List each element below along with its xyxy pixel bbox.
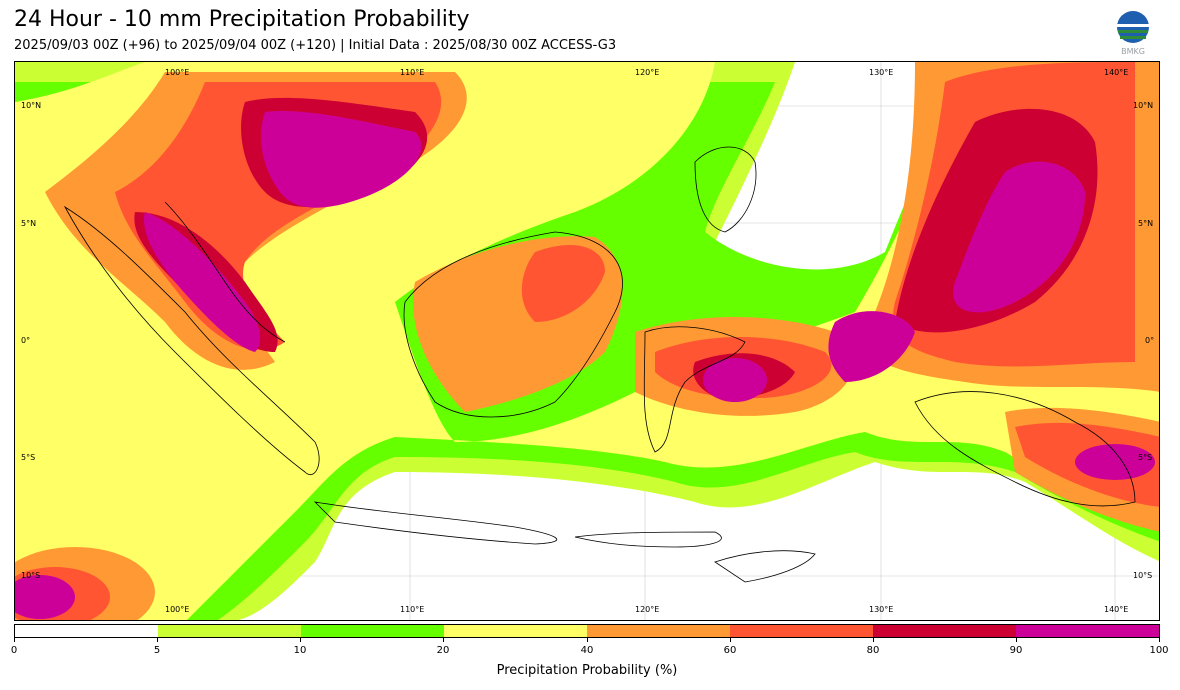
colorbar-tick-label: 20 xyxy=(436,645,450,656)
lon-label-top: 140°E xyxy=(1104,68,1129,77)
colorbar-segment xyxy=(1016,625,1159,637)
lon-label-bottom: 130°E xyxy=(869,605,894,614)
colorbar-tick xyxy=(1016,638,1017,642)
colorbar-segment xyxy=(301,625,444,637)
colorbar-tick xyxy=(730,638,731,642)
lat-label-left: 5°S xyxy=(21,453,36,462)
colorbar-segment xyxy=(158,625,301,637)
lat-label-right: 10°N xyxy=(1133,101,1154,110)
lat-label-left: 10°N xyxy=(21,101,42,110)
colorbar-tick xyxy=(157,638,158,642)
colorbar-tick xyxy=(300,638,301,642)
lat-label-right: 0° xyxy=(1145,336,1155,345)
lon-label-top: 130°E xyxy=(869,68,894,77)
colorbar-segment xyxy=(587,625,730,637)
lon-label-bottom: 140°E xyxy=(1104,605,1129,614)
lat-label-right: 5°S xyxy=(1138,453,1153,462)
colorbar-tick-label: 80 xyxy=(866,645,880,656)
colorbar xyxy=(14,624,1160,638)
precipitation-map: 100°E 110°E 120°E 130°E 140°E 100°E 110°… xyxy=(14,61,1160,621)
colorbar-segment xyxy=(444,625,587,637)
colorbar-tick-label: 40 xyxy=(580,645,594,656)
lon-label-top: 100°E xyxy=(165,68,190,77)
lat-label-right: 5°N xyxy=(1138,219,1154,228)
bmkg-logo: BMKG xyxy=(1113,10,1153,56)
prob-90-100-region xyxy=(15,111,1155,619)
colorbar-tick xyxy=(873,638,874,642)
lon-label-bottom: 120°E xyxy=(635,605,660,614)
colorbar-segment xyxy=(873,625,1016,637)
colorbar-label: Precipitation Probability (%) xyxy=(496,663,678,678)
lon-label-bottom: 100°E xyxy=(165,605,190,614)
colorbar-tick xyxy=(443,638,444,642)
lat-label-right: 10°S xyxy=(1133,571,1153,580)
logo-text: BMKG xyxy=(1121,47,1145,56)
colorbar-tick-label: 60 xyxy=(723,645,737,656)
map-field xyxy=(15,62,1159,620)
colorbar-tick-label: 10 xyxy=(293,645,307,656)
colorbar-tick-label: 0 xyxy=(10,645,18,656)
colorbar-segment xyxy=(15,625,158,637)
map-subtitle: 2025/09/03 00Z (+96) to 2025/09/04 00Z (… xyxy=(14,38,617,53)
colorbar-tick-label: 5 xyxy=(153,645,161,656)
lon-label-top: 120°E xyxy=(635,68,660,77)
colorbar-tick xyxy=(1159,638,1160,642)
lon-label-top: 110°E xyxy=(400,68,425,77)
colorbar-tick xyxy=(587,638,588,642)
colorbar-tick-label: 90 xyxy=(1009,645,1023,656)
colorbar-tick xyxy=(14,638,15,642)
lat-label-left: 10°S xyxy=(21,571,41,580)
lat-label-left: 5°N xyxy=(21,219,37,228)
map-title: 24 Hour - 10 mm Precipitation Probabilit… xyxy=(14,7,470,32)
lat-label-left: 0° xyxy=(21,336,31,345)
lon-label-bottom: 110°E xyxy=(400,605,425,614)
colorbar-tick-label: 100 xyxy=(1149,645,1169,656)
coastlines xyxy=(63,146,1136,583)
colorbar-segment xyxy=(730,625,873,637)
